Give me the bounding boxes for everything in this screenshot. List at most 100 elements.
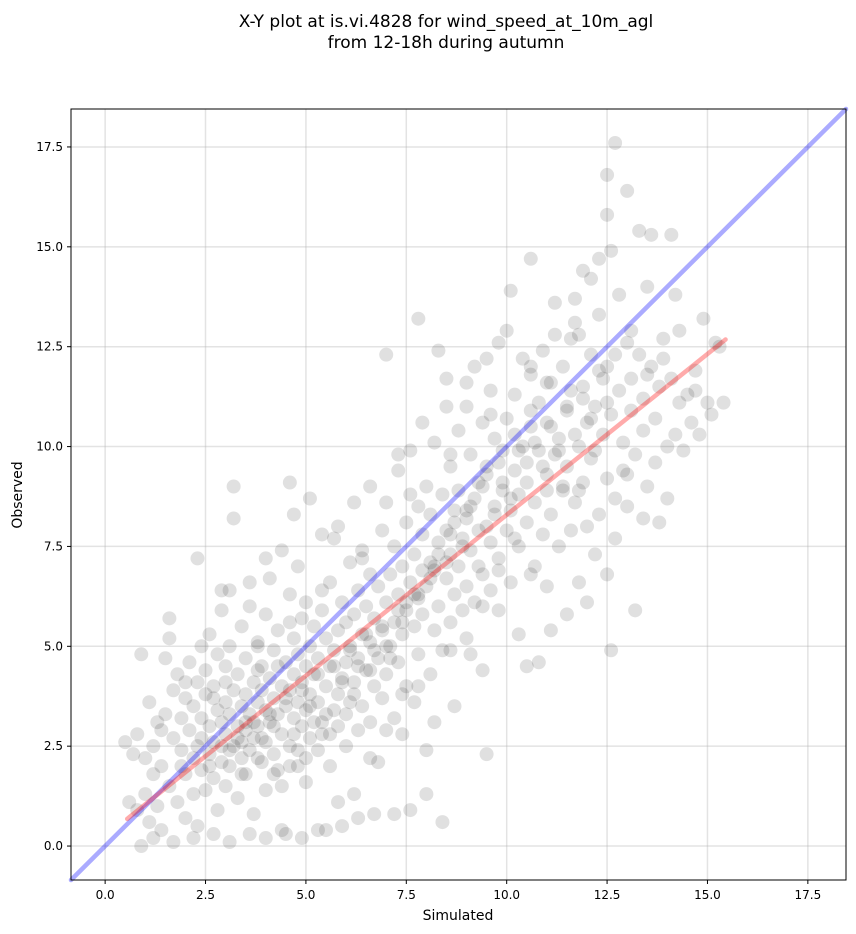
scatter-point — [182, 655, 197, 670]
scatter-point — [567, 291, 582, 306]
scatter-point — [387, 807, 402, 822]
scatter-point — [463, 647, 478, 662]
scatter-point — [210, 647, 225, 662]
y-tick-label: 0.0 — [44, 839, 63, 853]
scatter-point — [427, 715, 442, 730]
scatter-point — [190, 675, 205, 690]
x-tick-label: 2.5 — [196, 888, 215, 902]
scatter-point — [274, 679, 289, 694]
scatter-point — [118, 735, 133, 750]
scatter-point — [242, 575, 257, 590]
scatter-point — [314, 715, 329, 730]
scatter-point — [222, 759, 237, 774]
scatter-point — [696, 311, 711, 326]
scatter-point — [166, 683, 181, 698]
scatter-point — [616, 435, 631, 450]
scatter-point — [250, 695, 265, 710]
scatter-point — [294, 675, 309, 690]
scatter-point — [278, 699, 293, 714]
scatter-point — [198, 663, 213, 678]
scatter-point — [652, 379, 667, 394]
scatter-point — [270, 623, 285, 638]
scatter-point — [262, 671, 277, 686]
scatter-point — [335, 819, 350, 834]
scatter-point — [503, 503, 518, 518]
scatter-point — [495, 475, 510, 490]
scatter-point — [274, 823, 289, 838]
scatter-point — [162, 631, 177, 646]
x-tick-label: 15.0 — [694, 888, 721, 902]
scatter-point — [395, 615, 410, 630]
scatter-point — [234, 699, 249, 714]
scatter-point — [419, 479, 434, 494]
scatter-point — [226, 511, 241, 526]
scatter-point — [343, 555, 358, 570]
scatter-point — [367, 807, 382, 822]
scatter-point — [314, 583, 329, 598]
scatter-point — [331, 687, 346, 702]
scatter-point — [539, 579, 554, 594]
scatter-point — [198, 783, 213, 798]
scatter-point — [258, 551, 273, 566]
scatter-point — [411, 499, 426, 514]
scatter-point — [588, 547, 603, 562]
scatter-point — [600, 471, 615, 486]
scatter-point — [174, 711, 189, 726]
scatter-point — [331, 519, 346, 534]
scatter-point — [716, 395, 731, 410]
scatter-point — [620, 335, 635, 350]
scatter-point — [463, 543, 478, 558]
scatter-point — [439, 555, 454, 570]
scatter-point — [427, 435, 442, 450]
scatter-point — [483, 535, 498, 550]
scatter-point — [459, 399, 474, 414]
scatter-point — [226, 683, 241, 698]
scatter-point — [218, 659, 233, 674]
scatter-point — [270, 707, 285, 722]
x-tick-label: 0.0 — [96, 888, 115, 902]
scatter-point — [138, 787, 153, 802]
chart-title-line-2: from 12-18h during autumn — [328, 33, 565, 53]
scatter-point — [238, 767, 253, 782]
scatter-point — [575, 391, 590, 406]
scatter-point — [551, 431, 566, 446]
scatter-point — [367, 611, 382, 626]
scatter-point — [624, 403, 639, 418]
scatter-point — [318, 707, 333, 722]
scatter-point — [555, 359, 570, 374]
scatter-point — [355, 543, 370, 558]
scatter-point — [431, 599, 446, 614]
scatter-point — [403, 803, 418, 818]
scatter-point — [427, 623, 442, 638]
scatter-point — [234, 767, 249, 782]
scatter-point — [664, 371, 679, 386]
x-tick-label: 17.5 — [794, 888, 821, 902]
scatter-point — [571, 575, 586, 590]
scatter-point — [403, 443, 418, 458]
scatter-point — [399, 679, 414, 694]
reference-lines — [68, 106, 849, 883]
scatter-point — [672, 395, 687, 410]
scatter-point — [672, 323, 687, 338]
scatter-point — [206, 827, 221, 842]
identity-line — [68, 106, 849, 883]
scatter-point — [166, 731, 181, 746]
scatter-point — [254, 659, 269, 674]
x-tick-label: 12.5 — [594, 888, 621, 902]
scatter-point — [399, 603, 414, 618]
scatter-point — [254, 683, 269, 698]
scatter-point — [154, 823, 169, 838]
scatter-point — [351, 659, 366, 674]
scatter-point — [443, 615, 458, 630]
scatter-point — [628, 603, 643, 618]
scatter-point — [238, 723, 253, 738]
scatter-point — [242, 827, 257, 842]
scatter-point — [535, 459, 550, 474]
scatter-point — [387, 539, 402, 554]
scatter-point — [447, 503, 462, 518]
scatter-point — [579, 415, 594, 430]
scatter-point — [648, 455, 663, 470]
scatter-point — [246, 807, 261, 822]
scatter-point — [335, 675, 350, 690]
scatter-point — [302, 699, 317, 714]
